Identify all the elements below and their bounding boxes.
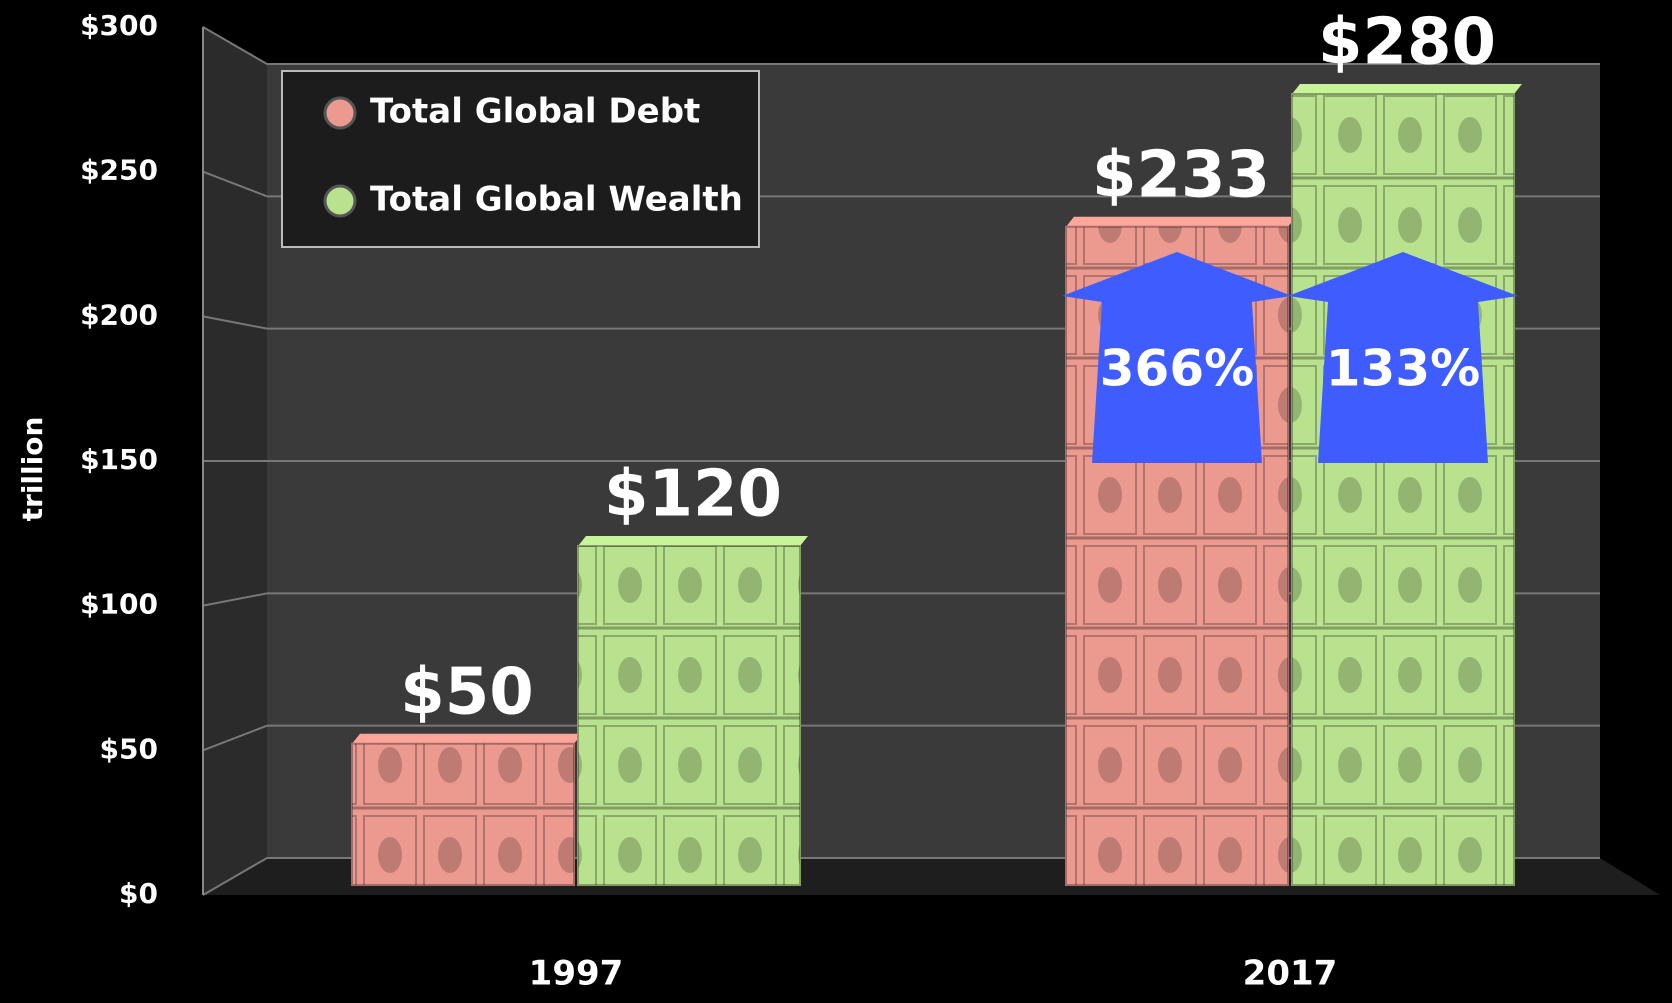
value-label: $280 <box>1318 6 1496 80</box>
legend-box <box>281 70 760 248</box>
bar-texture <box>352 743 574 885</box>
growth-label: 366% <box>1100 340 1254 398</box>
legend: Total Global Debt Total Global Wealth <box>281 70 760 248</box>
bar-top <box>352 733 582 744</box>
value-label: $120 <box>604 458 782 532</box>
grid-line <box>202 592 268 607</box>
bar-top <box>1066 216 1296 227</box>
bar-texture <box>578 546 800 885</box>
y-tick-label: $250 <box>80 154 158 187</box>
bars: $50 $120 $233 $280 366% 133% <box>351 6 1522 886</box>
bar-top <box>1292 84 1522 94</box>
legend-marker <box>323 184 357 218</box>
bar-top <box>578 536 808 546</box>
y-tick-label: $0 <box>119 877 158 910</box>
y-tick-label: $300 <box>80 9 158 42</box>
legend-marker <box>323 96 357 130</box>
grid-line <box>202 170 268 198</box>
legend-label: Total Global Debt <box>370 92 700 132</box>
y-tick-label: $150 <box>80 443 158 476</box>
value-label: $233 <box>1092 138 1270 212</box>
grid-line <box>202 315 268 330</box>
growth-label: 133% <box>1326 340 1480 398</box>
bar-texture <box>1292 94 1514 885</box>
x-tick-label: 2017 <box>1243 954 1338 994</box>
legend-label: Total Global Wealth <box>370 180 743 220</box>
growth-arrow <box>1288 252 1518 463</box>
value-label: $50 <box>400 655 534 729</box>
grid-line <box>202 857 268 896</box>
y-tick-label: $100 <box>80 588 158 621</box>
y-tick-label: $200 <box>80 298 158 331</box>
x-tick-label: 1997 <box>529 954 624 994</box>
y-tick-label: $50 <box>100 732 158 765</box>
y-axis-label: trillion <box>16 417 49 522</box>
growth-arrow <box>1062 252 1292 463</box>
grid-line <box>202 26 268 65</box>
grid-line <box>202 724 268 752</box>
